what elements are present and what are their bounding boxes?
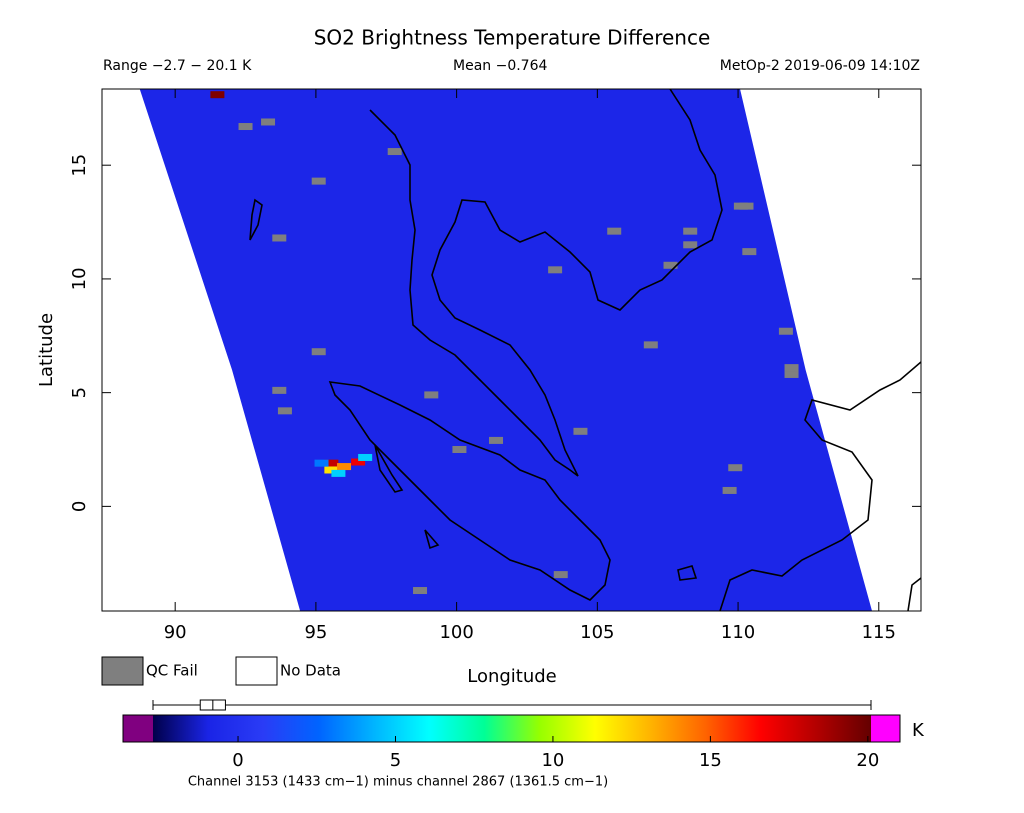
qc-fail-pixel — [683, 227, 698, 235]
coastline — [328, 381, 611, 601]
qc-fail-pixel — [548, 266, 563, 274]
qc-fail-pixel — [413, 587, 428, 595]
qc-fail-pixel — [778, 327, 793, 335]
x-tick-label: 105 — [580, 622, 614, 643]
qc-fail-pixel — [553, 571, 568, 579]
colorbar-caption: Channel 3153 (1433 cm−1) minus channel 2… — [188, 775, 608, 790]
qc-fail-pixel — [311, 177, 326, 185]
qc-fail-pixel — [452, 446, 467, 454]
source-label: MetOp-2 2019-06-09 14:10Z — [720, 58, 920, 74]
x-tick-label: 110 — [721, 622, 755, 643]
colorbar: 0 5 10 15 20 K — [122, 699, 925, 771]
y-axis-label: Latitude — [36, 313, 57, 387]
qc-fail-pixel — [272, 234, 287, 242]
plot-frame — [101, 88, 922, 612]
legend-swatch — [235, 656, 278, 686]
colorbar-under — [123, 715, 153, 742]
colorbar-tick-label: 10 — [541, 750, 564, 771]
plot-area — [139, 89, 873, 611]
data-pixel — [351, 458, 366, 466]
coastline — [719, 361, 921, 611]
range-label: Range −2.7 − 20.1 K — [103, 58, 252, 74]
qc-fail-pixel — [489, 436, 504, 444]
colorbar-over — [871, 715, 900, 742]
qc-fail-pixel — [238, 123, 253, 131]
qc-fail-pixel — [784, 364, 799, 372]
qc-fail-pixel — [683, 241, 698, 249]
qc-fail-pixel — [607, 227, 622, 235]
qc-fail-pixel — [573, 427, 588, 435]
data-pixel — [358, 453, 373, 461]
data-pixel — [210, 91, 225, 99]
data-pixel — [324, 466, 339, 474]
y-tick-label: 5 — [69, 387, 90, 398]
qc-fail-pixel — [387, 148, 402, 156]
x-tick-label: 115 — [862, 622, 896, 643]
colorbar-tick-label: 20 — [856, 750, 879, 771]
swath — [139, 89, 873, 611]
legend-swatch — [101, 656, 144, 686]
qc-fail-pixel — [742, 248, 757, 256]
colorbar-unit: K — [912, 720, 925, 741]
coastlines — [249, 89, 921, 611]
axes: 90 95 100 105 110 115 0 5 10 15 — [69, 89, 921, 643]
data-pixel — [324, 459, 339, 467]
y-tick-label: 0 — [69, 501, 90, 512]
legend-label: QC Fail — [146, 662, 198, 680]
qc-fail-pixel — [784, 370, 799, 378]
colorbar-frame — [122, 714, 901, 743]
qc-fail-pixel — [424, 391, 439, 399]
qc-fail-pixel — [277, 407, 292, 415]
x-tick-label: 90 — [164, 622, 187, 643]
legend-label: No Data — [280, 662, 341, 680]
colorbar-gradient — [153, 715, 871, 742]
qc-fail-pixel — [728, 464, 743, 472]
y-tick-label: 15 — [69, 154, 90, 177]
x-axis-label: Longitude — [467, 666, 557, 687]
coastline — [249, 198, 921, 611]
y-tick-label: 10 — [69, 267, 90, 290]
data-pixel — [331, 469, 346, 477]
qc-fail-pixel — [722, 486, 737, 494]
qc-fail-pixel — [643, 341, 658, 349]
coastline — [369, 89, 723, 477]
legend: QC Fail No Data — [101, 656, 341, 686]
mean-label: Mean −0.764 — [453, 58, 547, 74]
data-pixel — [314, 459, 329, 467]
chart-title: SO2 Brightness Temperature Difference — [314, 26, 711, 50]
colorbar-tick-label: 15 — [699, 750, 722, 771]
x-tick-label: 95 — [304, 622, 327, 643]
x-tick-label: 100 — [439, 622, 473, 643]
data-pixel — [337, 463, 352, 471]
qc-fail-pixel — [311, 348, 326, 356]
colorbar-tick-label: 5 — [390, 750, 401, 771]
qc-fail-pixel — [739, 202, 754, 210]
qc-fail-pixel — [272, 386, 287, 394]
qc-fail-pixel — [663, 261, 678, 269]
colorbar-tick-label: 0 — [232, 750, 243, 771]
qc-fail-pixel — [261, 118, 276, 126]
